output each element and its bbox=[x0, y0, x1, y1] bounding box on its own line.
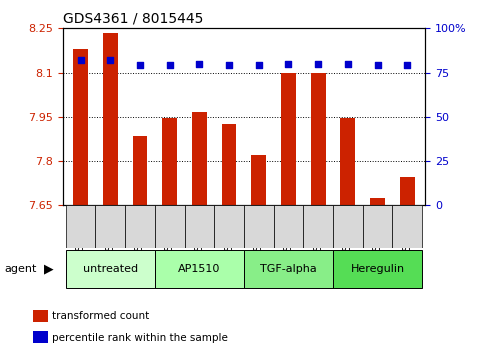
Point bbox=[136, 63, 144, 68]
FancyBboxPatch shape bbox=[273, 205, 303, 248]
Point bbox=[106, 57, 114, 63]
Point bbox=[196, 61, 203, 67]
FancyBboxPatch shape bbox=[214, 205, 244, 248]
FancyBboxPatch shape bbox=[96, 205, 125, 248]
Text: agent: agent bbox=[5, 264, 37, 274]
FancyBboxPatch shape bbox=[333, 250, 422, 288]
Text: ▶: ▶ bbox=[43, 263, 53, 275]
FancyBboxPatch shape bbox=[363, 205, 392, 248]
FancyBboxPatch shape bbox=[155, 250, 244, 288]
Point bbox=[225, 63, 233, 68]
Point bbox=[374, 63, 382, 68]
Point bbox=[314, 61, 322, 67]
FancyBboxPatch shape bbox=[185, 205, 214, 248]
Point bbox=[166, 63, 173, 68]
FancyBboxPatch shape bbox=[333, 205, 363, 248]
Text: untreated: untreated bbox=[83, 264, 138, 274]
Point bbox=[403, 63, 411, 68]
Bar bbox=[73, 49, 88, 205]
Bar bbox=[162, 118, 177, 205]
Text: Heregulin: Heregulin bbox=[351, 264, 405, 274]
Text: GDS4361 / 8015445: GDS4361 / 8015445 bbox=[63, 12, 203, 26]
FancyBboxPatch shape bbox=[244, 205, 273, 248]
Bar bbox=[33, 310, 48, 322]
Bar bbox=[281, 73, 296, 205]
Text: AP1510: AP1510 bbox=[178, 264, 221, 274]
FancyBboxPatch shape bbox=[303, 205, 333, 248]
FancyBboxPatch shape bbox=[125, 205, 155, 248]
Text: percentile rank within the sample: percentile rank within the sample bbox=[53, 333, 228, 343]
Point bbox=[344, 61, 352, 67]
Bar bbox=[103, 33, 118, 205]
Bar bbox=[400, 177, 414, 205]
Bar bbox=[192, 113, 207, 205]
Text: TGF-alpha: TGF-alpha bbox=[260, 264, 317, 274]
Bar bbox=[370, 198, 385, 205]
Bar bbox=[222, 124, 237, 205]
Text: transformed count: transformed count bbox=[53, 312, 150, 321]
Bar bbox=[311, 73, 326, 205]
Bar bbox=[341, 118, 355, 205]
Point bbox=[255, 63, 263, 68]
Bar bbox=[132, 136, 147, 205]
FancyBboxPatch shape bbox=[66, 250, 155, 288]
FancyBboxPatch shape bbox=[244, 250, 333, 288]
Point bbox=[284, 61, 292, 67]
FancyBboxPatch shape bbox=[392, 205, 422, 248]
Bar bbox=[251, 155, 266, 205]
Bar bbox=[33, 331, 48, 343]
FancyBboxPatch shape bbox=[155, 205, 185, 248]
Point bbox=[77, 57, 85, 63]
FancyBboxPatch shape bbox=[66, 205, 96, 248]
